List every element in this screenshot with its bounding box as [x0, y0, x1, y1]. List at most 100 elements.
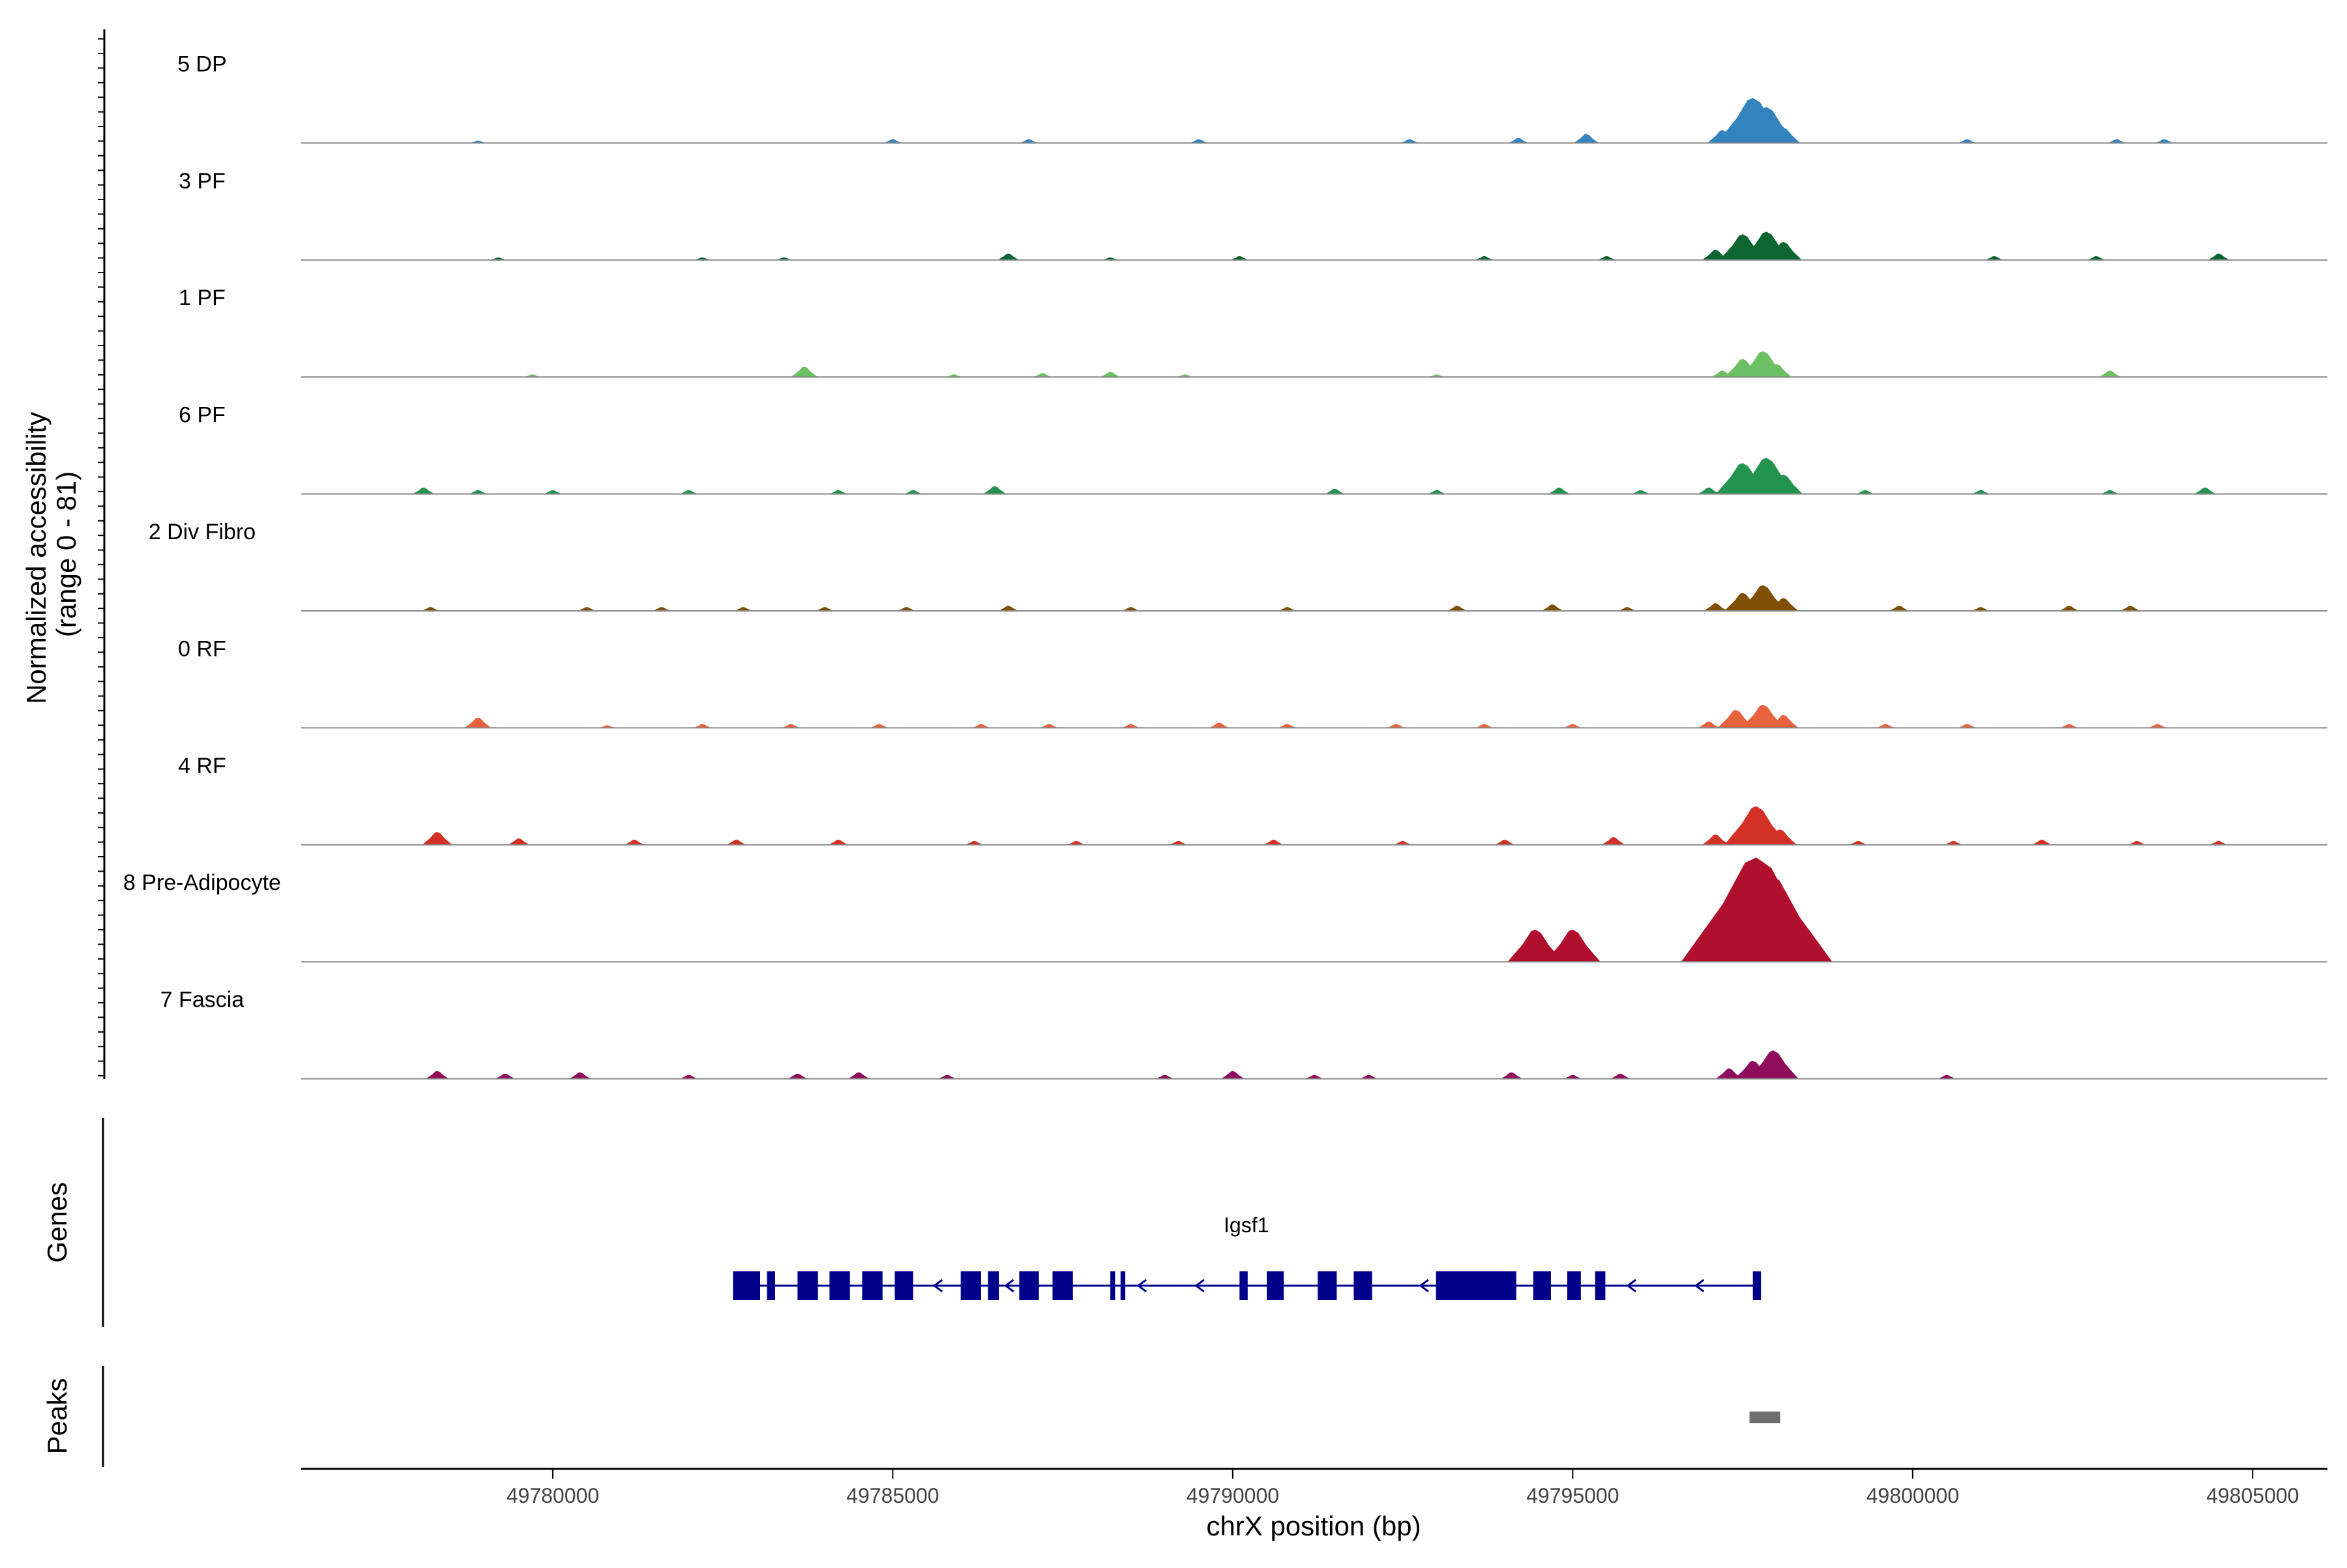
track-0-rf: 0 RF [178, 636, 2327, 729]
coverage-peak [1985, 256, 2003, 260]
coverage-peak [1741, 704, 1785, 728]
gene-exon [894, 1271, 913, 1300]
coverage-peak [2155, 139, 2174, 143]
coverage-peak [726, 839, 746, 845]
coverage-peak [1768, 715, 1799, 728]
coverage-peak [782, 724, 800, 728]
coverage-peak [1325, 488, 1345, 494]
coverage-peak [1263, 839, 1284, 845]
gene-exon [1752, 1271, 1760, 1300]
coverage-peak [1610, 1073, 1631, 1079]
coverage-peak [464, 717, 492, 728]
coverage-peak [1971, 607, 1990, 611]
peak-regions [1749, 1412, 1780, 1423]
gene-exon [1110, 1271, 1115, 1300]
coverage-peak [1400, 139, 1419, 143]
track-7-fascia: 7 Fascia [160, 988, 2327, 1080]
coverage-peak [828, 839, 849, 845]
coverage-peak [848, 1072, 870, 1079]
y-axis-title-line2: (range 0 - 81) [51, 471, 81, 637]
strand-arrow-icon [1626, 1279, 1636, 1293]
y-axis-title: Normalized accessibility (range 0 - 81) [21, 404, 81, 704]
coverage-peak [1574, 134, 1599, 143]
coverage-peak [870, 724, 889, 728]
y-axis [98, 29, 106, 1079]
coverage-peak [578, 607, 596, 611]
coverage-peak [2194, 487, 2216, 494]
coverage-peak [904, 490, 923, 494]
coverage-peak [469, 490, 488, 494]
peak-region [1749, 1412, 1780, 1423]
x-axis-tick-label: 49780000 [507, 1484, 599, 1507]
gene-exon [1120, 1271, 1126, 1300]
gene-exon [1567, 1271, 1581, 1300]
coverage-peak [1889, 606, 1910, 611]
coverage-peak [1958, 724, 1977, 728]
gene-exon [988, 1271, 999, 1300]
coverage-peak [1067, 840, 1085, 845]
coverage-peak [937, 1074, 956, 1079]
coverage-peak [1724, 806, 1788, 845]
track-label: 1 PF [179, 286, 226, 310]
coverage-peak [1033, 373, 1052, 377]
coverage-peak [816, 607, 834, 611]
coverage-peak [2087, 256, 2106, 260]
coverage-peak [1494, 839, 1515, 845]
coverage-peak [1971, 490, 1990, 494]
track-5-dp: 5 DP [177, 52, 2327, 144]
coverage-peak [1698, 487, 1720, 494]
coverage-peak [1359, 1074, 1378, 1079]
coverage-peak [1855, 490, 1874, 494]
coverage-peak [2059, 606, 2079, 611]
track-label: 7 Fascia [160, 988, 244, 1013]
coverage-peak [788, 1073, 808, 1079]
coverage-peak [1602, 836, 1625, 845]
coverage-peak [998, 606, 1018, 611]
coverage-peak [422, 832, 452, 845]
coverage-peak [1155, 1074, 1174, 1079]
coverage-peak [1278, 724, 1297, 728]
coverage-peak [897, 607, 916, 611]
coverage-peak [791, 366, 818, 377]
track-label: 8 Pre-Adipocyte [123, 870, 281, 895]
coverage-peak [2209, 840, 2228, 845]
coverage-peak [2207, 253, 2230, 260]
coverage-peak [1447, 606, 1468, 611]
strand-arrow-icon [1419, 1279, 1429, 1293]
coverage-peak [997, 253, 1020, 260]
coverage-peak [2107, 139, 2126, 143]
track-label: 6 PF [179, 403, 226, 428]
coverage-peak [1189, 139, 1208, 143]
coverage-peak [1209, 722, 1230, 728]
coverage-peak [543, 490, 562, 494]
coverage-peak [983, 486, 1007, 494]
coverage-peak [1748, 1050, 1799, 1079]
gene-exon [862, 1271, 883, 1300]
strand-arrow-icon [1694, 1279, 1705, 1293]
gene-exon [1019, 1271, 1039, 1300]
coverage-peak [1767, 127, 1801, 143]
coverage-peak [2031, 839, 2052, 845]
track-8-pre-adipocyte: 8 Pre-Adipocyte [123, 857, 2327, 963]
coverage-peak [1541, 604, 1563, 611]
coverage-peak [1765, 242, 1802, 260]
gene-exon [797, 1271, 818, 1300]
coverage-peak [1698, 721, 1720, 728]
coverage-tracks: 5 DP 3 PF 1 PF 6 PF 2 Div Fibro 0 RF 4 RF 8 Pre… [123, 52, 2327, 1080]
coverage-peak [2101, 490, 2119, 494]
coverage-peak [1782, 949, 1812, 962]
coverage-peak [1704, 603, 1728, 611]
coverage-peak [1563, 1074, 1582, 1079]
coverage-peak [1631, 490, 1650, 494]
genes-panel-label: Genes [42, 1182, 72, 1263]
coverage-peak [1040, 724, 1059, 728]
track-label: 2 Div Fibro [149, 520, 256, 544]
coverage-peak [679, 1074, 698, 1079]
coverage-peak [1427, 490, 1446, 494]
coverage-peak [1548, 487, 1570, 494]
coverage-peak [1762, 364, 1792, 377]
strand-arrow-icon [1194, 1279, 1205, 1293]
coverage-peak [1944, 840, 1963, 845]
